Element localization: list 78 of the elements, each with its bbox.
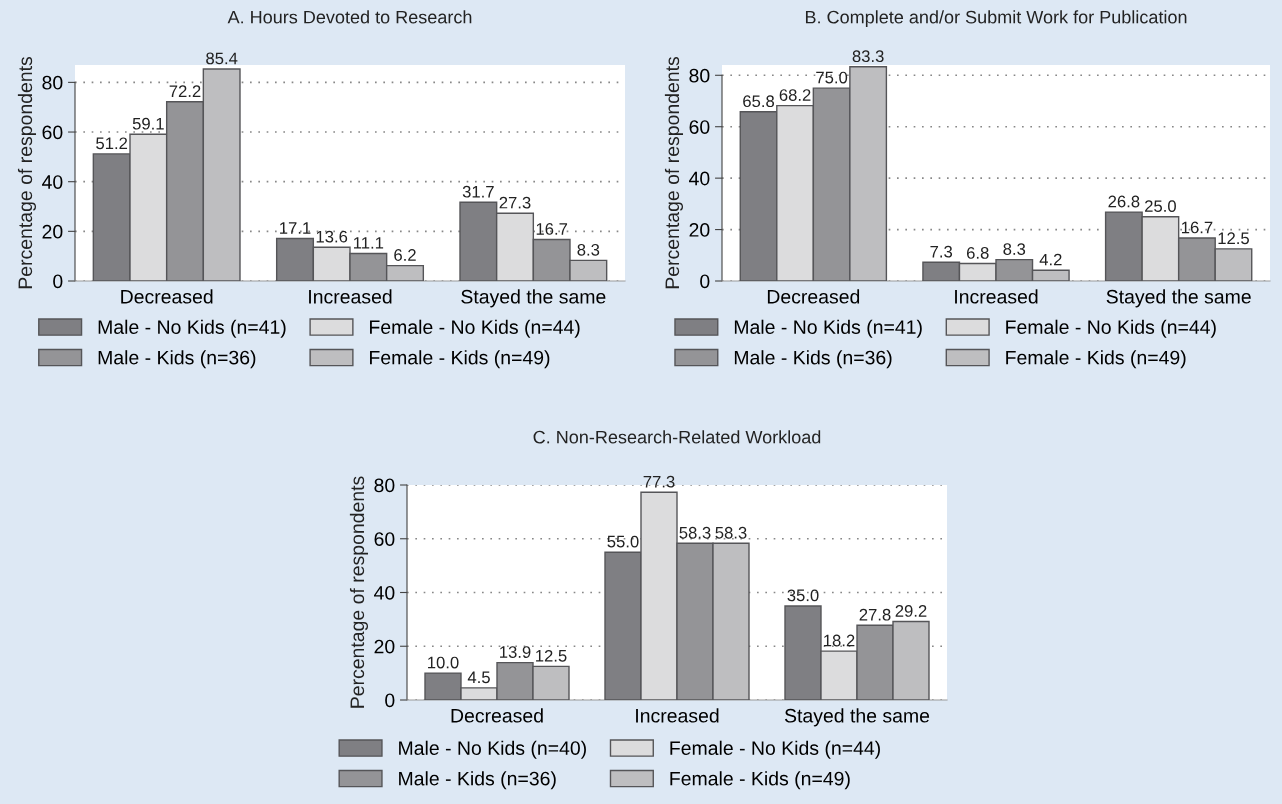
- data-label: 16.7: [536, 223, 568, 235]
- data-label: 35.0: [787, 589, 819, 602]
- data-label: 59.1: [132, 117, 164, 130]
- data-label: 8.3: [1003, 243, 1026, 255]
- y-axis-title: Percentage of respondents: [664, 56, 684, 289]
- y-tick-label: 0: [385, 693, 395, 708]
- data-label: 6.8: [967, 247, 989, 259]
- legend-label: Female - Kids (n=49): [670, 771, 850, 790]
- data-label: 25.0: [1145, 200, 1176, 213]
- y-tick-label: 80: [689, 68, 710, 83]
- data-label: 27.8: [859, 608, 891, 621]
- x-tick-label: Stayed the same: [1106, 289, 1251, 308]
- x-tick-label: Decreased: [451, 708, 543, 723]
- data-label: 4.5: [467, 671, 490, 684]
- chart-title: C. Non-Research-Related Workload: [533, 430, 821, 444]
- data-label: 11.1: [354, 237, 384, 249]
- data-label: 58.3: [715, 526, 747, 539]
- chart-title: A. Hours Devoted to Research: [227, 10, 472, 24]
- legend-label: Female - Kids (n=49): [1006, 350, 1186, 369]
- data-label: 77.3: [643, 475, 675, 488]
- legend-label: Male - No Kids (n=41): [734, 319, 922, 338]
- data-label: 7.3: [930, 245, 953, 258]
- legend-label: Male - No Kids (n=41): [98, 319, 286, 338]
- data-label: 4.2: [1039, 253, 1062, 266]
- y-tick-label: 0: [700, 274, 710, 289]
- y-tick-label: 60: [42, 125, 63, 140]
- data-label: 18.2: [824, 634, 855, 647]
- chart-title: B. Complete and/or Submit Work for Publication: [805, 10, 1187, 28]
- data-label: 10.0: [428, 656, 459, 669]
- legend-label: Female - No Kids (n=44): [370, 319, 580, 338]
- x-tick-label: Stayed the same: [461, 289, 606, 308]
- data-label: 12.5: [536, 649, 567, 662]
- data-label: 55.0: [607, 535, 639, 548]
- data-label: 8.3: [577, 243, 600, 256]
- data-label: 6.2: [394, 249, 416, 261]
- legend-label: Male - Kids (n=36): [734, 350, 892, 369]
- y-tick-label: 0: [53, 274, 63, 289]
- data-label: 58.3: [679, 526, 711, 539]
- data-label: 12.5: [1218, 232, 1249, 245]
- y-tick-label: 60: [374, 532, 395, 546]
- data-label: 26.8: [1108, 195, 1140, 208]
- legend-label: Male - Kids (n=36): [98, 350, 256, 369]
- y-axis-title: Percentage of respondents: [349, 476, 369, 708]
- data-label: 68.2: [779, 89, 811, 101]
- data-label: 16.7: [1181, 221, 1213, 234]
- y-tick-label: 40: [689, 171, 710, 186]
- data-label: 65.8: [743, 95, 775, 108]
- y-tick-label: 40: [374, 585, 395, 600]
- y-tick-label: 40: [42, 175, 63, 189]
- data-label: 31.7: [462, 185, 494, 198]
- x-tick-label: Decreased: [767, 289, 860, 304]
- x-tick-label: Stayed the same: [784, 708, 930, 727]
- x-tick-label: Increased: [309, 289, 392, 304]
- data-label: 29.2: [895, 605, 927, 617]
- data-label: 75.0: [816, 71, 848, 84]
- y-tick-label: 20: [374, 639, 395, 654]
- legend-label: Male - No Kids (n=40): [399, 740, 586, 759]
- data-label: 85.4: [206, 52, 238, 65]
- data-label: 13.6: [316, 230, 348, 243]
- data-label: 72.2: [169, 85, 201, 97]
- y-tick-label: 20: [689, 223, 710, 237]
- y-tick-label: 80: [374, 478, 395, 493]
- data-label: 83.3: [852, 50, 884, 63]
- x-tick-label: Decreased: [121, 289, 213, 304]
- legend-label: Male - Kids (n=36): [399, 771, 556, 790]
- y-axis-title: Percentage of respondents: [17, 56, 37, 289]
- data-label: 13.9: [500, 646, 531, 658]
- y-tick-label: 80: [42, 75, 63, 90]
- y-tick-label: 60: [689, 120, 710, 134]
- legend-label: Female - No Kids (n=44): [670, 740, 880, 759]
- y-tick-label: 20: [42, 224, 63, 239]
- data-label: 51.2: [96, 137, 128, 150]
- data-label: 17.1: [280, 222, 311, 234]
- x-tick-label: Increased: [955, 289, 1038, 304]
- legend-label: Female - No Kids (n=44): [1006, 319, 1216, 338]
- x-tick-label: Increased: [636, 708, 719, 723]
- data-label: 27.3: [499, 196, 531, 209]
- legend-label: Female - Kids (n=49): [370, 350, 550, 369]
